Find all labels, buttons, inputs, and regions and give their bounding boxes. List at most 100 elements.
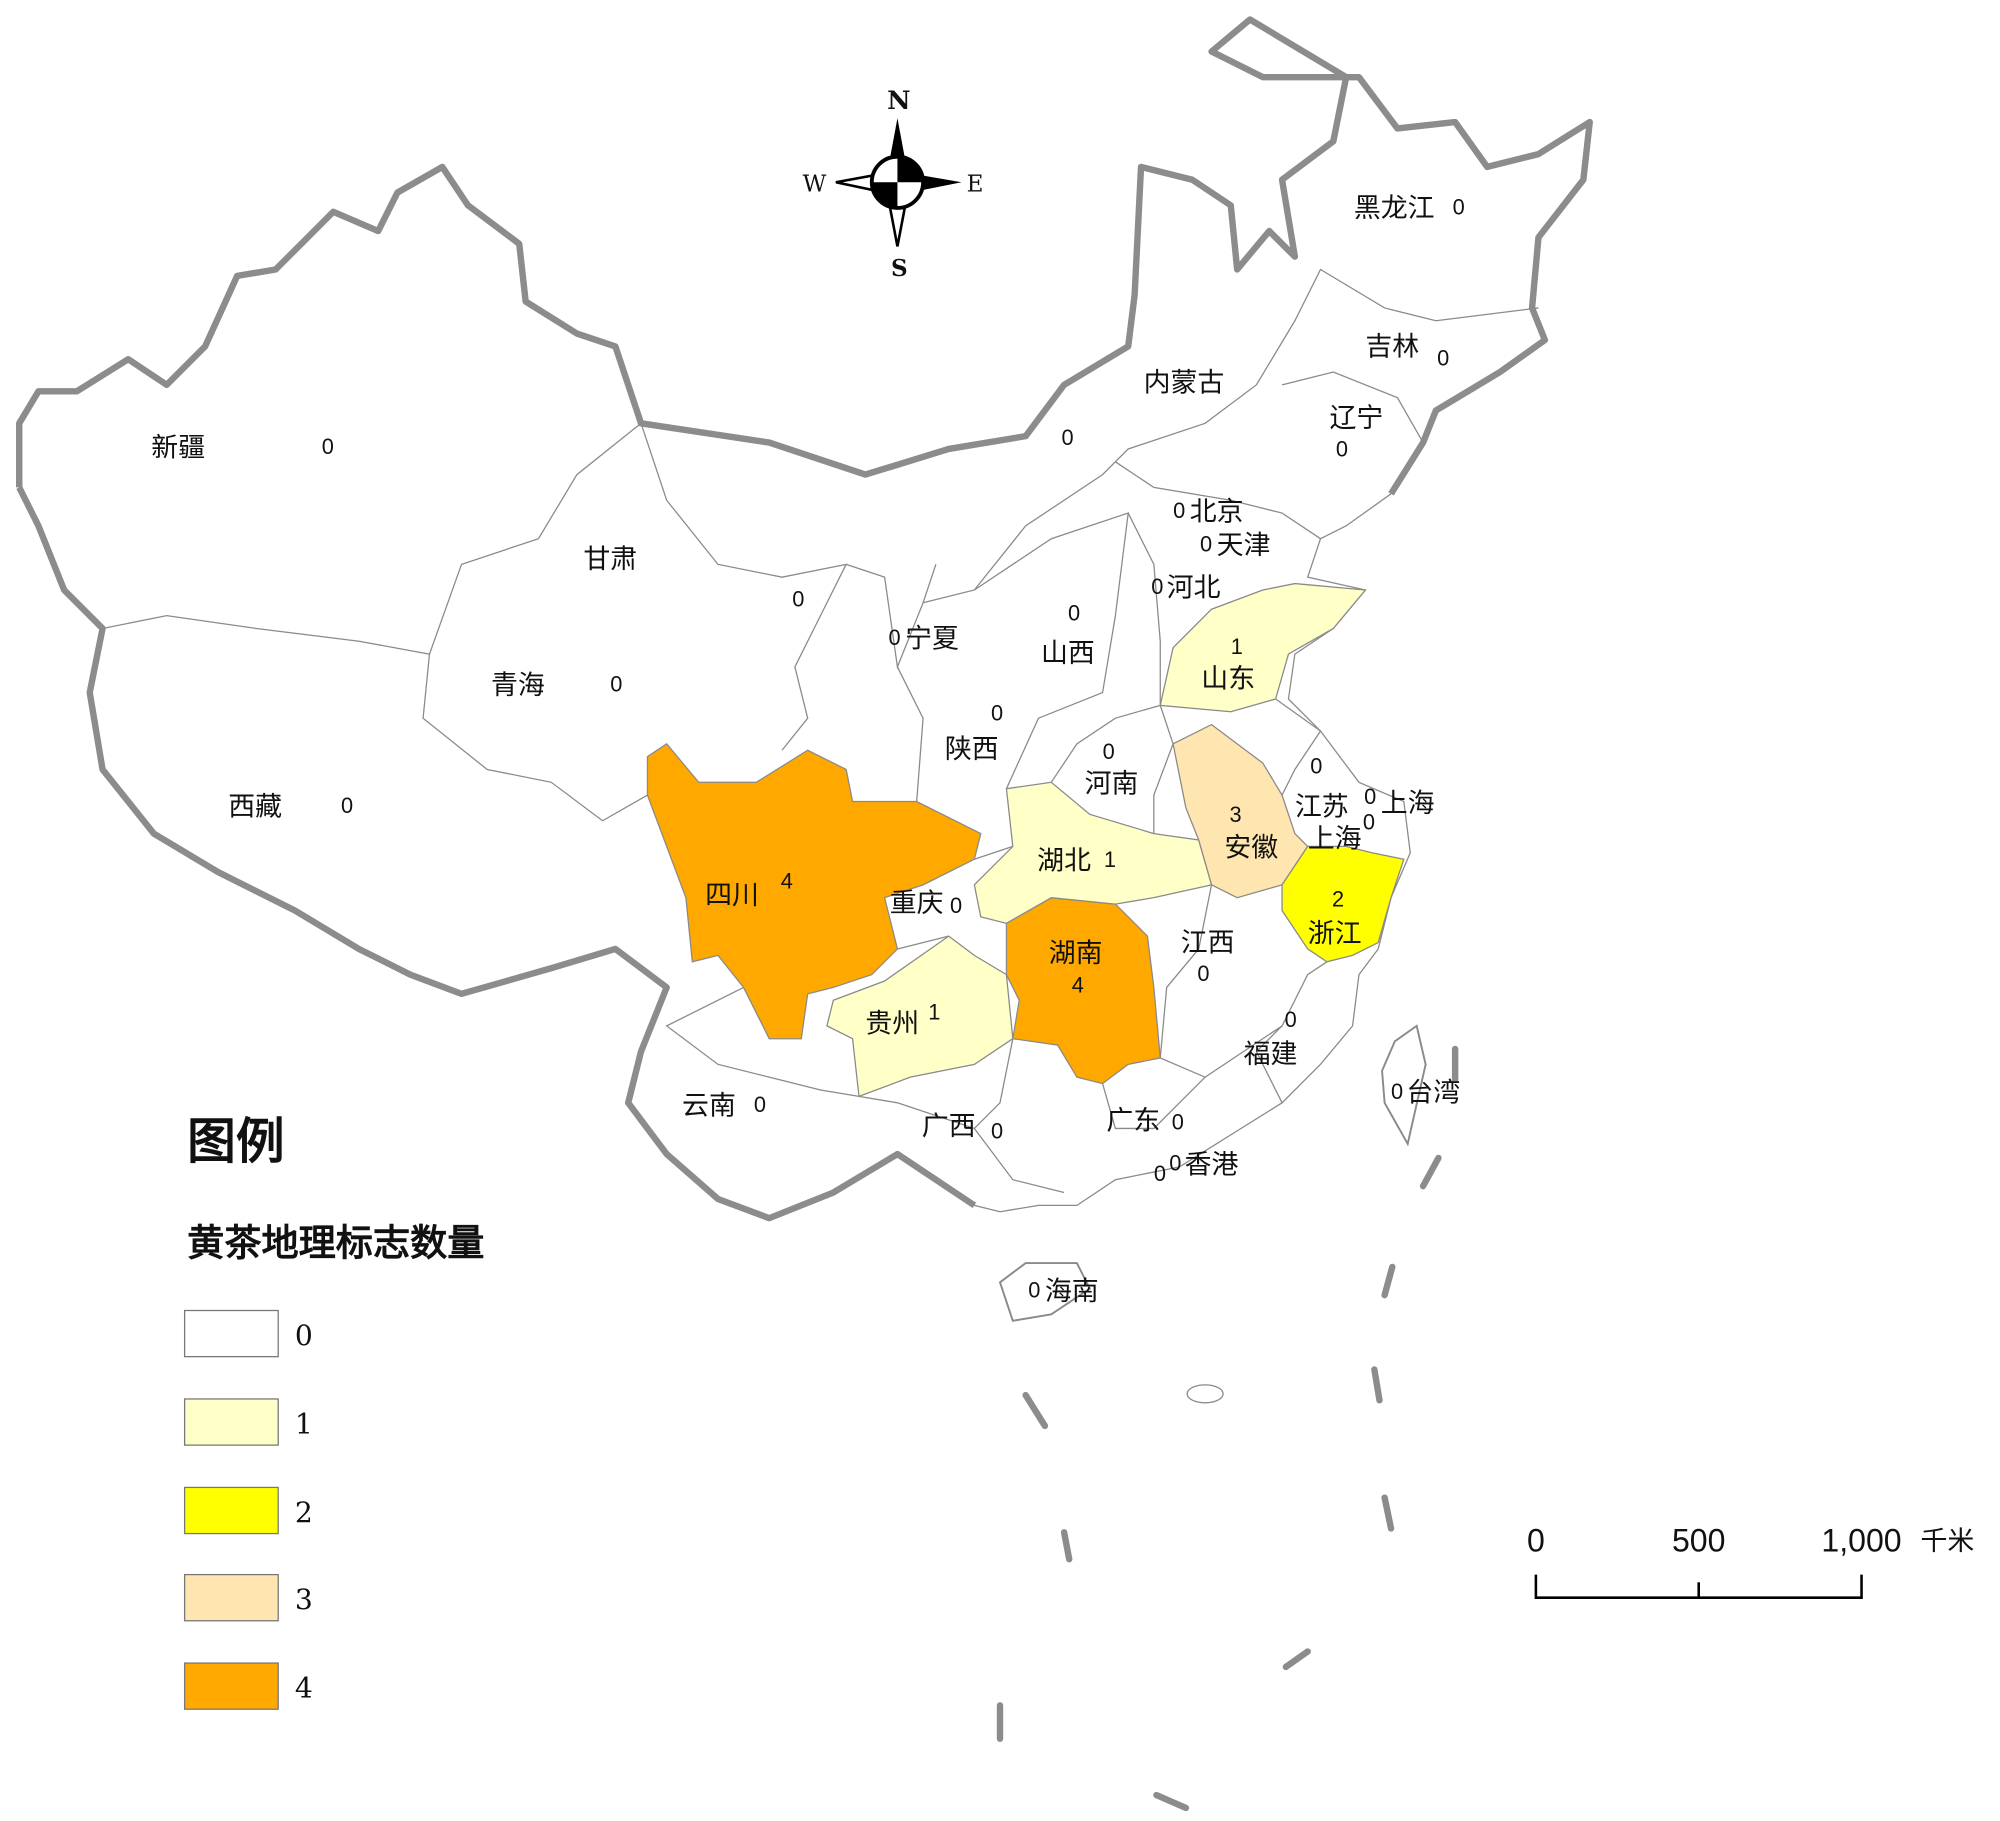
count-macau: 0 — [1154, 1161, 1166, 1186]
count-guangxi: 0 — [991, 1119, 1003, 1144]
island-small — [1186, 1384, 1224, 1404]
label-ningxia: 宁夏 — [905, 624, 959, 655]
legend-swatch-3 — [183, 1573, 279, 1622]
legend-label-3: 3 — [295, 1583, 313, 1616]
label-hongkong: 香港 — [1185, 1149, 1239, 1180]
label-tianjin: 天津 — [1217, 530, 1271, 561]
label-shaanxi: 陕西 — [945, 734, 999, 765]
count-gansu: 0 — [792, 587, 804, 612]
count-anhui: 3 — [1229, 802, 1241, 827]
label-guizhou: 贵州 — [865, 1008, 919, 1039]
label-gansu: 甘肃 — [583, 544, 637, 575]
legend-label-1: 1 — [295, 1408, 313, 1441]
count-liaoning: 0 — [1336, 437, 1348, 462]
count-guangdong: 0 — [1172, 1110, 1184, 1135]
label-anhui: 安徽 — [1224, 833, 1278, 864]
count-hubei: 1 — [1104, 847, 1116, 872]
label-hainan: 海南 — [1045, 1276, 1099, 1307]
island-hainan[interactable] — [998, 1262, 1091, 1322]
legend-title: 图例 — [187, 1113, 284, 1170]
label-zhejiang: 浙江 — [1308, 919, 1362, 950]
province-zhejiang[interactable] — [1281, 845, 1405, 963]
label-guangxi: 广西 — [922, 1111, 976, 1142]
label-sichuan: 四川 — [705, 880, 759, 911]
province-hunan[interactable] — [1005, 897, 1161, 1085]
legend-swatch-4 — [183, 1662, 279, 1710]
legend-label-4: 4 — [295, 1672, 313, 1705]
count-fujian: 0 — [1285, 1007, 1297, 1032]
count-hebei: 0 — [1151, 574, 1163, 599]
scale-bar: 0 500 1,000 千米 — [1527, 1523, 1975, 1599]
label-henan: 河南 — [1085, 769, 1139, 800]
compass-s: S — [891, 255, 908, 282]
count-ningxia: 0 — [888, 625, 900, 650]
label-xinjiang: 新疆 — [151, 433, 205, 464]
label-shanghai-2: 上海 — [1308, 824, 1362, 855]
south-land-border — [16, 485, 977, 1222]
compass-e: E — [967, 171, 984, 197]
label-shanxi: 山西 — [1041, 638, 1095, 669]
scale-tick-500: 500 — [1672, 1523, 1725, 1559]
count-heilongjiang: 0 — [1453, 194, 1465, 219]
land-border — [16, 16, 1593, 496]
dashed-boundary — [996, 1045, 1459, 1812]
north-arrow-compass-icon: N S W E — [803, 86, 984, 282]
label-qinghai: 青海 — [491, 670, 545, 701]
count-hainan: 0 — [1028, 1278, 1040, 1303]
label-jiangxi: 江西 — [1181, 928, 1235, 959]
province-shandong[interactable] — [1159, 582, 1367, 713]
count-xinjiang: 0 — [322, 434, 334, 459]
count-shandong: 1 — [1231, 634, 1243, 659]
legend-swatch-1 — [183, 1398, 279, 1446]
compass-w: W — [803, 171, 827, 197]
count-jilin: 0 — [1437, 346, 1449, 371]
label-neimenggu: 内蒙古 — [1144, 367, 1225, 398]
count-beijing: 0 — [1173, 498, 1185, 523]
count-shanghai-2: 0 — [1363, 810, 1375, 835]
count-xizang: 0 — [341, 793, 353, 818]
island-taiwan[interactable] — [1381, 1024, 1427, 1147]
legend-subtitle: 黄茶地理标志数量 — [187, 1220, 484, 1264]
scale-tick-0: 0 — [1527, 1523, 1545, 1559]
count-neimenggu: 0 — [1062, 425, 1074, 450]
count-shanghai: 0 — [1364, 784, 1376, 809]
count-taiwan: 0 — [1391, 1079, 1403, 1104]
compass-n: N — [887, 86, 910, 116]
label-heilongjiang: 黑龙江 — [1354, 193, 1435, 224]
count-sichuan: 4 — [781, 869, 793, 894]
label-fujian: 福建 — [1244, 1039, 1298, 1070]
count-jiangsu: 0 — [1310, 753, 1322, 778]
label-liaoning: 辽宁 — [1329, 403, 1383, 434]
label-guangdong: 广东 — [1106, 1106, 1160, 1137]
count-henan: 0 — [1103, 739, 1115, 764]
province-guizhou[interactable] — [826, 935, 1014, 1098]
label-chongqing: 重庆 — [890, 888, 944, 919]
count-guizhou: 1 — [928, 999, 940, 1024]
count-yunnan: 0 — [754, 1092, 766, 1117]
legend-swatch-0 — [183, 1309, 279, 1358]
count-shaanxi: 0 — [991, 701, 1003, 726]
label-jiangsu: 江苏 — [1295, 792, 1349, 823]
label-beijing: 北京 — [1190, 497, 1244, 528]
count-jiangxi: 0 — [1197, 961, 1209, 986]
legend: 图例 黄茶地理标志数量 0 1 2 3 4 — [183, 1113, 484, 1710]
count-shanxi: 0 — [1068, 601, 1080, 626]
count-hongkong: 0 — [1169, 1151, 1181, 1176]
scale-unit: 千米 — [1921, 1526, 1975, 1557]
count-chongqing: 0 — [950, 893, 962, 918]
count-tianjin: 0 — [1200, 532, 1212, 557]
count-hunan: 4 — [1072, 973, 1084, 998]
label-hunan: 湖南 — [1049, 938, 1103, 969]
province-labels: 新疆 0 西藏 0 青海 0 甘肃 0 0 宁夏 陕西 0 山西 0 内蒙古 0… — [151, 193, 1464, 1307]
label-shandong: 山东 — [1201, 663, 1255, 694]
legend-label-0: 0 — [295, 1319, 313, 1352]
label-yunnan: 云南 — [682, 1090, 736, 1121]
label-taiwan: 台湾 — [1406, 1078, 1460, 1109]
count-qinghai: 0 — [610, 671, 622, 696]
label-xizang: 西藏 — [228, 792, 282, 823]
legend-swatch-2 — [183, 1486, 279, 1535]
label-hebei: 河北 — [1167, 572, 1221, 603]
scale-tick-1000: 1,000 — [1821, 1523, 1901, 1559]
province-boundaries — [102, 268, 1539, 1194]
